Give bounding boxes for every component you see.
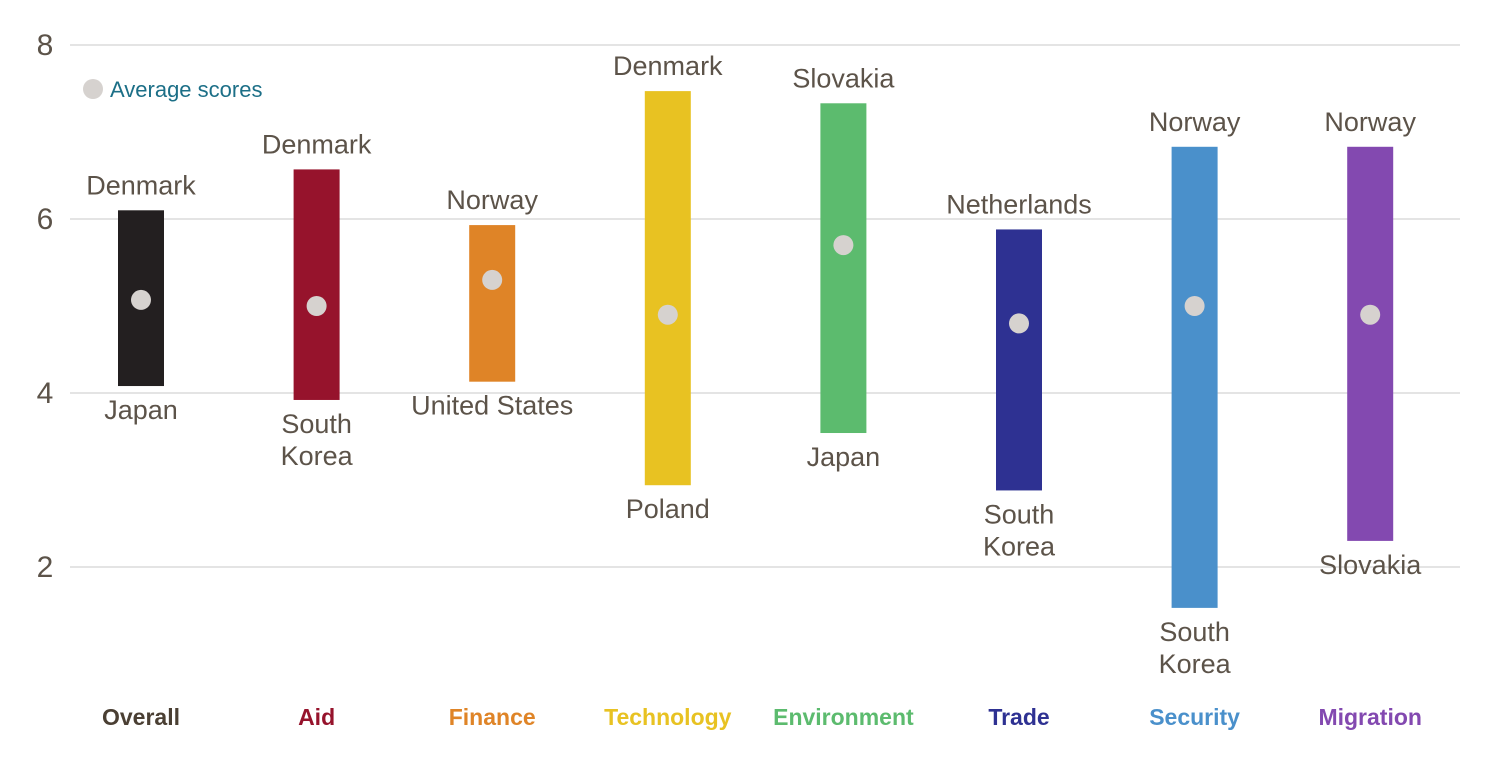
legend: Average scores [83, 77, 262, 102]
country-label: Poland [626, 494, 710, 524]
gridlines [70, 44, 1460, 568]
category-label-aid: Aid [298, 704, 335, 730]
y-tick-label: 4 [37, 377, 54, 410]
category-label-trade: Trade [988, 704, 1049, 730]
country-label: Norway [1324, 107, 1416, 137]
country-label: South Korea [281, 409, 354, 471]
country-label: South Korea [983, 499, 1056, 561]
range-bar-migration [1347, 146, 1394, 541]
country-label: Denmark [262, 129, 372, 159]
range-bar-aid [293, 169, 340, 400]
country-label: Japan [807, 442, 881, 472]
average-marker-finance [482, 269, 503, 290]
category-label-technology: Technology [604, 704, 732, 730]
country-label: Slovakia [1319, 550, 1422, 580]
y-tick-label: 2 [37, 551, 54, 584]
legend-label: Average scores [110, 77, 262, 102]
category-label-migration: Migration [1318, 704, 1422, 730]
country-label: Norway [1149, 107, 1241, 137]
average-marker-trade [1009, 313, 1029, 334]
category-label-overall: Overall [102, 704, 180, 730]
legend-marker [83, 79, 103, 99]
y-tick-label: 6 [37, 203, 54, 236]
category-label-finance: Finance [449, 704, 536, 730]
range-bar-environment [820, 103, 867, 434]
country-label: Norway [446, 185, 538, 215]
range-bar-trade [996, 229, 1042, 491]
range-bars [118, 91, 1394, 608]
y-axis: 2 4 6 8 [37, 29, 54, 584]
country-label: Denmark [613, 51, 723, 81]
country-labels: Denmark Japan Denmark South Korea Norway Unite… [86, 51, 1422, 679]
average-marker-environment [833, 235, 854, 256]
category-label-environment: Environment [773, 704, 914, 730]
country-label: Netherlands [946, 189, 1092, 219]
country-label: United States [411, 391, 573, 421]
country-label: Slovakia [792, 63, 895, 93]
country-label: South Korea [1159, 617, 1232, 679]
y-tick-label: 8 [37, 29, 54, 62]
range-bar-finance [469, 225, 516, 382]
average-marker-security [1184, 296, 1205, 316]
average-marker-overall [131, 289, 151, 310]
average-marker-aid [306, 296, 327, 316]
country-label: Japan [104, 395, 178, 425]
average-marker-migration [1360, 304, 1381, 325]
average-marker-technology [657, 304, 678, 325]
category-label-security: Security [1149, 704, 1240, 730]
range-bar-security [1171, 146, 1218, 608]
category-labels: Overall Aid Finance Technology Environment Tr… [102, 704, 1422, 730]
country-label: Denmark [86, 170, 196, 200]
range-bar-technology [644, 91, 691, 486]
